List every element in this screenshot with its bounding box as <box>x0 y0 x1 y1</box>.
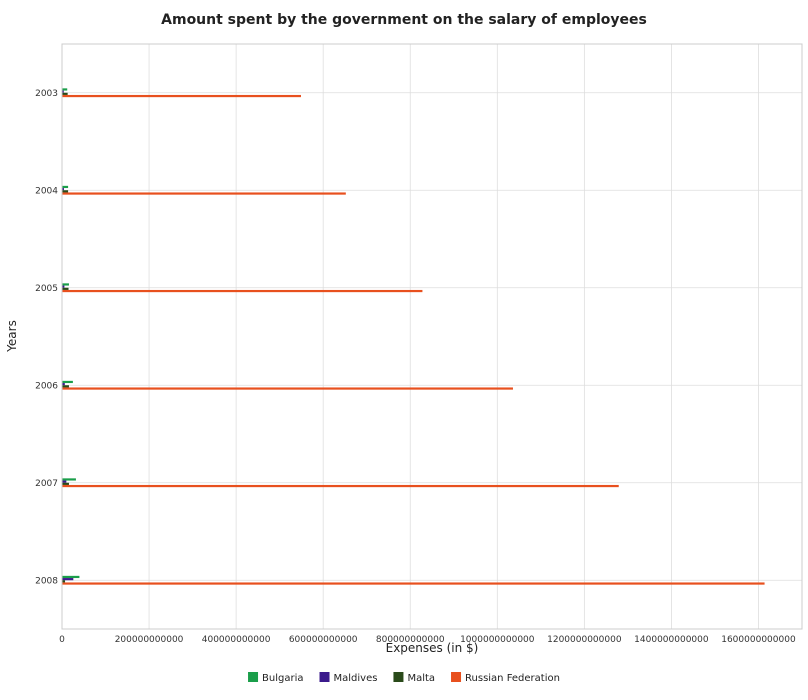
bar-russian-federation-2004 <box>62 192 346 195</box>
legend-swatch <box>248 672 259 682</box>
legend-swatch <box>393 672 404 682</box>
bar-maldives-2003 <box>62 90 64 93</box>
bar-bulgaria-2008 <box>62 575 80 579</box>
bar-malta-2006 <box>62 385 69 388</box>
x-tick-labels: 0 200000000000 400000000000 600000000000 800… <box>59 635 796 645</box>
x-tick-label: 1600000000000 <box>721 635 796 645</box>
grid-layer <box>61 44 802 629</box>
legend-swatch <box>451 672 462 682</box>
chart-title: Amount spent by the government on the sa… <box>161 12 647 28</box>
x-axis-label: Expenses (in $) <box>386 641 479 655</box>
legend-label: Maldives <box>334 673 378 684</box>
bar-bulgaria-2006 <box>62 380 73 384</box>
bar-maldives-2005 <box>62 285 65 288</box>
x-tick-label: 1200000000000 <box>547 635 622 645</box>
x-tick-label: 200000000000 <box>115 635 184 645</box>
y-tick-label: 2004 <box>35 186 58 196</box>
bar-malta-2005 <box>62 287 69 290</box>
bar-malta-2007 <box>62 482 69 485</box>
bar-bulgaria-2005 <box>62 283 69 286</box>
x-tick-label: 600000000000 <box>289 635 358 645</box>
bar-malta-2003 <box>62 92 68 95</box>
bar-maldives-2007 <box>62 480 67 483</box>
legend-label: Russian Federation <box>465 673 560 684</box>
bar-bulgaria-2007 <box>62 478 76 481</box>
y-tick-label: 2003 <box>35 89 58 99</box>
bars-layer <box>62 88 765 585</box>
bar-malta-2004 <box>62 190 69 193</box>
bar-bulgaria-2003 <box>62 88 68 91</box>
legend-swatch <box>319 672 330 682</box>
bar-russian-federation-2008 <box>62 582 765 585</box>
legend-label: Malta <box>407 673 435 684</box>
bar-maldives-2008 <box>62 578 74 581</box>
bar-maldives-2006 <box>62 383 65 386</box>
bar-bulgaria-2004 <box>62 185 69 189</box>
y-axis-label: Years <box>5 320 19 353</box>
x-tick-label: 800000000000 <box>376 635 445 645</box>
y-tick-label: 2008 <box>35 576 58 586</box>
bar-malta-2008 <box>62 580 66 583</box>
y-tick-labels: 2003 2004 2005 2006 2007 2008 <box>35 89 58 587</box>
y-tick-label: 2007 <box>35 479 58 489</box>
bar-russian-federation-2005 <box>62 289 423 293</box>
bar-russian-federation-2003 <box>62 94 301 98</box>
bar-maldives-2004 <box>62 188 64 191</box>
x-tick-label: 0 <box>59 635 65 645</box>
x-tick-label: 400000000000 <box>202 635 271 645</box>
bar-russian-federation-2006 <box>62 387 513 390</box>
bar-russian-federation-2007 <box>62 484 619 488</box>
y-tick-label: 2005 <box>35 284 58 294</box>
x-tick-label: 1000000000000 <box>460 635 535 645</box>
x-tick-label: 1400000000000 <box>634 635 709 645</box>
legend-label: Bulgaria <box>262 673 303 684</box>
legend: Bulgaria Maldives Malta Russian Federation <box>248 672 560 684</box>
y-tick-label: 2006 <box>35 381 58 391</box>
plot-frame <box>61 43 803 630</box>
